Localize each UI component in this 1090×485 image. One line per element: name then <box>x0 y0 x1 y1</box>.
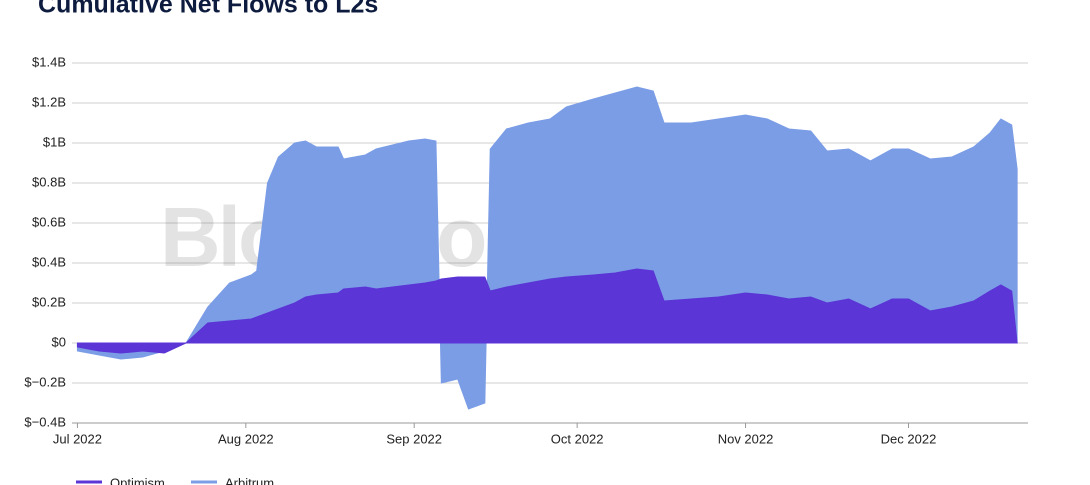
chart-title: Cumulative Net Flows to L2s <box>38 0 378 19</box>
area <box>76 268 1018 354</box>
legend-label: Arbitrum <box>225 475 274 485</box>
y-tick-label: $0 <box>52 334 66 349</box>
x-tick-label: Nov 2022 <box>718 431 774 446</box>
x-tick-label: Oct 2022 <box>551 431 604 446</box>
legend-label: Optimism <box>110 475 165 485</box>
y-tick-label: $0.6B <box>32 214 66 229</box>
y-tick-label: $0.8B <box>32 174 66 189</box>
x-tick-label: Sep 2022 <box>386 431 442 446</box>
x-tick-label: Aug 2022 <box>218 431 274 446</box>
y-tick-label: $−0.2B <box>24 374 66 389</box>
y-tick-label: $0.2B <box>32 294 66 309</box>
x-tick-label: Dec 2022 <box>881 431 937 446</box>
y-tick-label: $1.4B <box>32 54 66 69</box>
x-tick-label: Jul 2022 <box>53 431 102 446</box>
y-tick-label: $1.2B <box>32 94 66 109</box>
y-tick-label: $0.4B <box>32 254 66 269</box>
y-tick-label: $−0.4B <box>24 414 66 429</box>
y-tick-label: $1B <box>43 134 66 149</box>
